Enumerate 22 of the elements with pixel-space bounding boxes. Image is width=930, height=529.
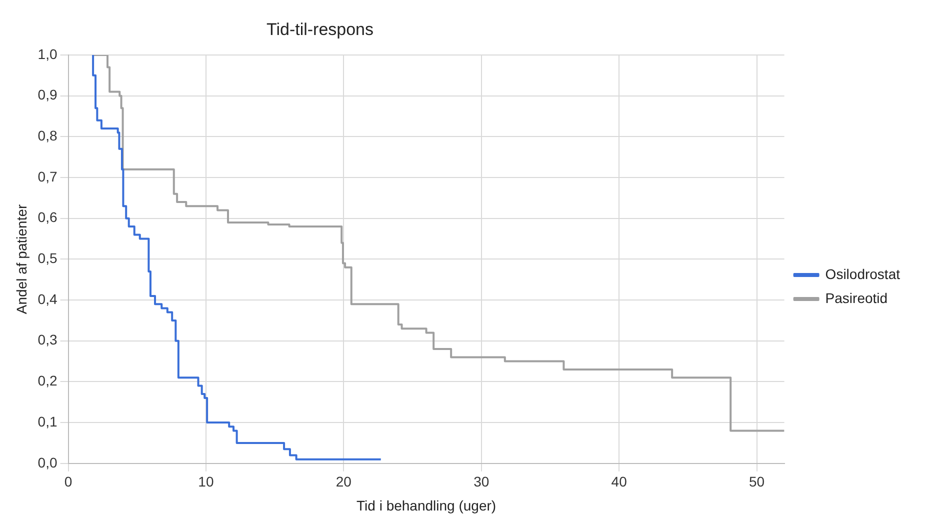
legend-label: Osilodrostat	[825, 266, 900, 282]
y-axis-title: Andel af patienter	[13, 204, 30, 314]
y-tick-label: 0,3	[38, 332, 58, 348]
x-axis-title: Tid i behandling (uger)	[356, 497, 496, 514]
y-tick-label: 0,1	[38, 413, 58, 430]
y-tick-label: 0,0	[38, 454, 58, 470]
x-tick-label: 40	[611, 474, 628, 490]
y-tick-label: 0,7	[38, 168, 58, 184]
y-tick-label: 0,8	[38, 128, 58, 144]
x-tick-label: 50	[748, 474, 765, 490]
chart-title: Tid-til-respons	[265, 20, 375, 40]
y-tick-label: 0,4	[38, 290, 58, 307]
y-tick-label: 0,6	[38, 209, 58, 226]
legend-label: Pasireotid	[825, 290, 888, 306]
y-tick-label: 0,9	[38, 86, 58, 103]
x-tick-label: 10	[198, 474, 214, 490]
x-tick-label: 0	[64, 474, 72, 490]
y-tick-label: 0,2	[38, 372, 58, 389]
y-tick-label: 1,0	[38, 46, 58, 62]
x-tick-label: 20	[336, 474, 352, 490]
y-tick-label: 0,5	[38, 250, 58, 266]
x-tick-label: 30	[474, 474, 490, 490]
